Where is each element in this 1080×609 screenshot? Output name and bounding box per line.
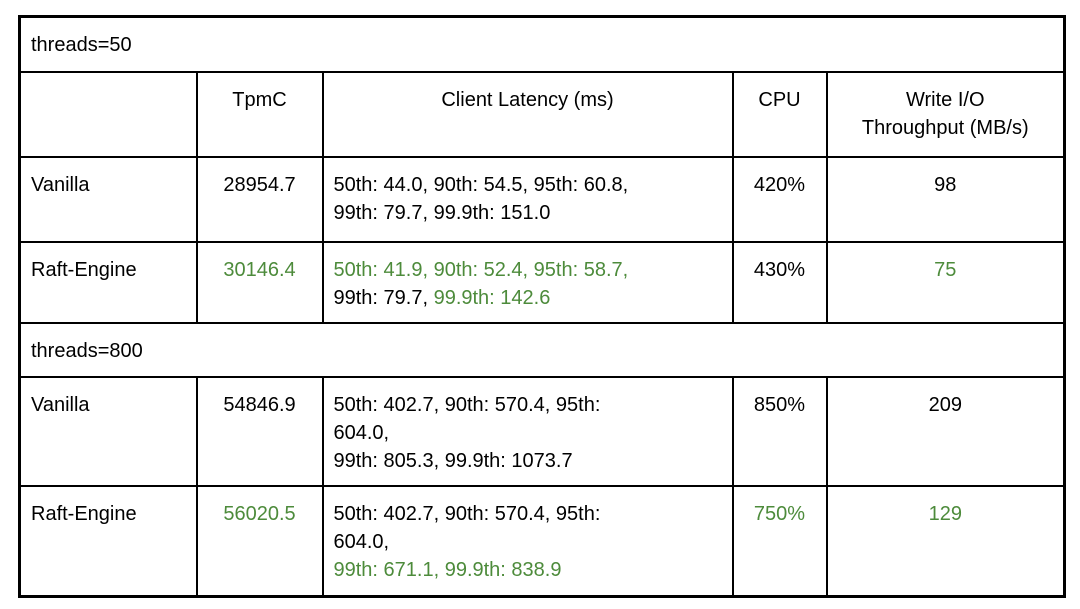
- latency-line: 50th: 41.9, 90th: 52.4, 95th: 58.7,: [334, 256, 722, 284]
- row-label: Vanilla: [18, 155, 198, 243]
- latency-line: 99th: 79.7, 99.9th: 151.0: [334, 199, 722, 227]
- data-row: Vanilla 54846.9 50th: 402.7, 90th: 570.4, …: [18, 375, 1066, 487]
- latency-line: 604.0,: [334, 419, 722, 447]
- column-header-tpmc: TpmC: [195, 70, 324, 158]
- latency-segment: 50th: 402.7, 90th: 570.4, 95th:: [333, 393, 601, 416]
- latency-value: 50th: 44.0, 90th: 54.5, 95th: 60.8, 99th:…: [321, 155, 734, 243]
- header-row: TpmC Client Latency (ms) CPU Write I/O Thro…: [18, 70, 1066, 158]
- write-io-value: 129: [825, 484, 1066, 598]
- latency-segment: 50th: 402.7, 90th: 570.4, 95th:: [333, 502, 601, 525]
- column-header-cpu: CPU: [731, 70, 828, 158]
- row-label: Raft-Engine: [18, 240, 198, 324]
- group-label: threads=800: [18, 321, 1066, 378]
- latency-segment: 604.0,: [333, 421, 390, 444]
- cpu-value: 420%: [731, 155, 828, 243]
- column-header-write-io-throughput: Write I/O Throughput (MB/s): [825, 70, 1066, 158]
- column-header-empty: [18, 70, 198, 158]
- tpmc-value: 56020.5: [195, 484, 324, 598]
- latency-segment: 99th: 79.7, 99.9th: 151.0: [333, 201, 551, 224]
- write-io-value: 75: [825, 240, 1066, 324]
- latency-segment: 50th: 44.0, 90th: 54.5, 95th: 60.8,: [333, 173, 629, 196]
- latency-line: 604.0,: [334, 528, 722, 556]
- write-io-value: 98: [825, 155, 1066, 243]
- latency-segment: 99.9th: 142.6: [433, 286, 551, 309]
- latency-segment: 99th: 671.1, 99.9th: 838.9: [333, 558, 562, 581]
- row-label: Raft-Engine: [18, 484, 198, 598]
- latency-segment: 604.0,: [333, 530, 390, 553]
- data-row: Vanilla 28954.7 50th: 44.0, 90th: 54.5, 95…: [18, 155, 1066, 243]
- latency-value: 50th: 402.7, 90th: 570.4, 95th: 604.0, 99t…: [321, 484, 734, 598]
- data-row: Raft-Engine 30146.4 50th: 41.9, 90th: 52.4…: [18, 240, 1066, 324]
- benchmark-table-body: threads=50 TpmC Client Latency (ms) CPU Writ…: [18, 15, 1066, 598]
- column-header-client-latency: Client Latency (ms): [321, 70, 734, 158]
- latency-line: 50th: 44.0, 90th: 54.5, 95th: 60.8,: [334, 171, 722, 199]
- tpmc-value: 30146.4: [195, 240, 324, 324]
- write-io-value: 209: [825, 375, 1066, 487]
- latency-line: 99th: 805.3, 99.9th: 1073.7: [334, 447, 722, 475]
- data-row: Raft-Engine 56020.5 50th: 402.7, 90th: 570…: [18, 484, 1066, 598]
- latency-value: 50th: 402.7, 90th: 570.4, 95th: 604.0, 99t…: [321, 375, 734, 487]
- latency-value: 50th: 41.9, 90th: 52.4, 95th: 58.7, 99th:…: [321, 240, 734, 324]
- latency-line: 99th: 79.7, 99.9th: 142.6: [334, 284, 722, 312]
- cpu-value: 850%: [731, 375, 828, 487]
- latency-line: 50th: 402.7, 90th: 570.4, 95th:: [334, 500, 722, 528]
- latency-line: 50th: 402.7, 90th: 570.4, 95th:: [334, 391, 722, 419]
- latency-segment: 50th: 41.9, 90th: 52.4, 95th: 58.7,: [333, 258, 629, 281]
- group-row: threads=50: [18, 15, 1066, 73]
- benchmark-results-table: threads=50 TpmC Client Latency (ms) CPU Writ…: [18, 15, 1067, 598]
- cpu-value: 430%: [731, 240, 828, 324]
- row-label: Vanilla: [18, 375, 198, 487]
- tpmc-value: 28954.7: [195, 155, 324, 243]
- latency-line: 99th: 671.1, 99.9th: 838.9: [334, 556, 722, 584]
- tpmc-value: 54846.9: [195, 375, 324, 487]
- cpu-value: 750%: [731, 484, 828, 598]
- group-row: threads=800: [18, 321, 1066, 378]
- latency-segment: 99th: 79.7,: [333, 286, 434, 309]
- latency-segment: 99th: 805.3, 99.9th: 1073.7: [333, 449, 573, 472]
- group-label: threads=50: [18, 15, 1066, 73]
